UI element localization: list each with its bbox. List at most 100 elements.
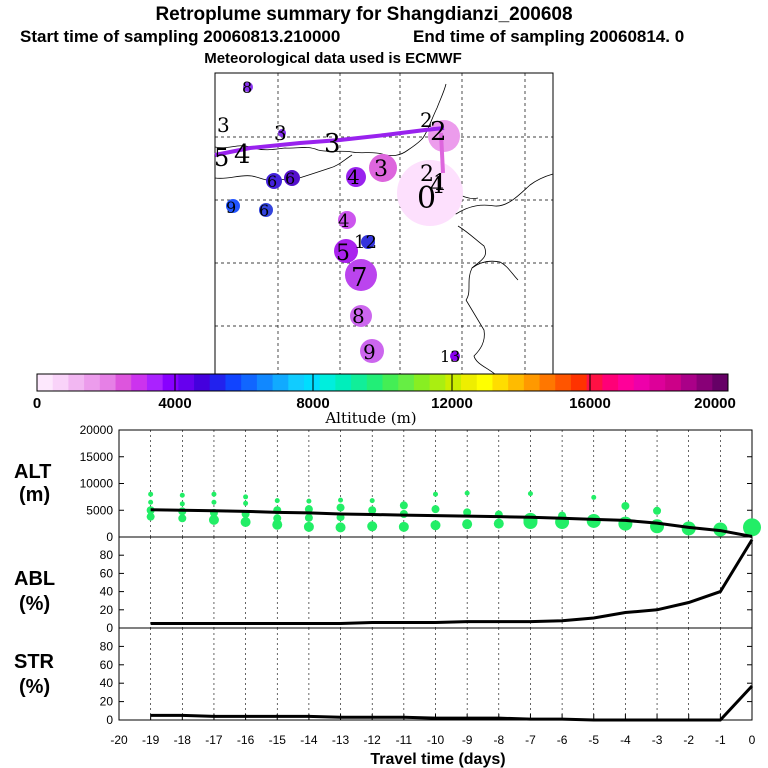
- y-tick-label: 0: [106, 713, 113, 727]
- start-time-text: Start time of sampling 20060813.210000: [20, 27, 340, 46]
- colorbar-swatch: [665, 374, 682, 391]
- map-label: 4: [234, 140, 251, 170]
- alt-scatter-point: [368, 506, 377, 515]
- colorbar-tick: 4000: [158, 395, 191, 412]
- map-label: 5: [336, 241, 350, 266]
- x-tick-label: -18: [174, 733, 192, 747]
- alt-scatter-point: [336, 503, 345, 512]
- trajectory-drop: [439, 132, 445, 174]
- map-label: 8: [242, 78, 252, 97]
- plume-circle-13: [226, 199, 240, 213]
- alt-scatter-point: [243, 494, 249, 500]
- alt-series-line: [150, 508, 753, 538]
- alt-scatter-point: [304, 505, 313, 514]
- coastline-south: [465, 299, 497, 376]
- x-tick-label: -13: [332, 733, 350, 747]
- map-label: 6: [267, 172, 277, 191]
- plume-circle-12: [284, 170, 300, 186]
- x-tick-label: -20: [110, 733, 128, 747]
- colorbar-swatch: [272, 374, 289, 391]
- plume-circle-9: [360, 339, 384, 363]
- colorbar-swatch: [366, 374, 383, 391]
- alt-scatter-point: [146, 512, 155, 521]
- colorbar-swatch: [445, 374, 462, 391]
- map-label: 4: [347, 165, 360, 189]
- alt-scatter-point: [179, 492, 185, 498]
- alt-scatter-point: [431, 505, 440, 514]
- alt-scatter-point: [367, 521, 378, 532]
- map-label: 12: [354, 232, 377, 253]
- plume-circle-5: [334, 239, 358, 263]
- plume-circle-6: [361, 235, 375, 249]
- colorbar-swatch: [68, 374, 85, 391]
- time-series-panels: 0 5000 10000 15000 20000 0 20 40 60 80 0 20 40 60 80 -2…: [80, 423, 761, 747]
- alt-scatter-point: [272, 519, 283, 530]
- colorbar-swatch: [413, 374, 431, 391]
- x-axis-label: Travel time (days): [370, 751, 505, 768]
- colorbar-swatch: [492, 374, 509, 391]
- colorbar-swatch: [555, 374, 572, 391]
- x-tick-label: -16: [237, 733, 255, 747]
- colorbar-tick: 20000: [694, 395, 736, 412]
- colorbar-swatch: [241, 374, 258, 391]
- colorbar-swatch: [115, 374, 132, 391]
- plume-circle-15: [243, 82, 253, 92]
- colorbar-swatch: [570, 374, 588, 391]
- map-label: 0: [417, 181, 436, 216]
- colorbar-swatch: [586, 374, 603, 391]
- y-tick-label: 80: [100, 548, 114, 562]
- map-label: 2: [420, 108, 433, 132]
- map-label: 3: [324, 129, 341, 159]
- met-data-text: Meteorological data used is ECMWF: [204, 50, 462, 67]
- map-labels: 3 5 4 3 3 2 2 2 1 0 4 4 8 3 6 6 9 6 12 5…: [214, 78, 460, 366]
- plume-circle-4: [338, 211, 356, 229]
- alt-scatter-point: [369, 498, 375, 504]
- x-tick-label: -5: [588, 733, 599, 747]
- alt-scatter-point: [243, 500, 249, 506]
- x-tick-label: -6: [557, 733, 568, 747]
- colorbar-swatch: [37, 374, 54, 391]
- alt-scatter-point: [338, 497, 344, 503]
- colorbar-frame: [36, 373, 729, 392]
- colorbar-swatch: [99, 374, 117, 391]
- colorbar-swatch: [131, 374, 148, 391]
- colorbar-swatch: [461, 374, 478, 391]
- coastline-bay: [420, 83, 447, 141]
- x-tick-label: -12: [364, 733, 382, 747]
- alt-scatter-point: [398, 521, 409, 532]
- map-label: 9: [226, 198, 236, 217]
- x-tick-label: -14: [300, 733, 318, 747]
- abl-unit: (%): [19, 593, 50, 615]
- y-tick-label: 40: [100, 585, 114, 599]
- y-tick-label: 5000: [86, 503, 113, 517]
- plume-circle-3: [346, 167, 366, 187]
- alt-scatter-point: [591, 494, 597, 500]
- plume-circle-16: [278, 129, 286, 137]
- alt-scatter-point: [240, 517, 251, 528]
- alt-scatter-point: [335, 522, 346, 533]
- colorbar-swatch: [523, 374, 541, 391]
- y-tick-label: 10000: [80, 477, 114, 491]
- end-time-text: End time of sampling 20060814. 0: [413, 27, 684, 46]
- map-label: 6: [259, 201, 269, 220]
- map-label: 2: [430, 117, 447, 147]
- alt-scatter-point: [463, 508, 472, 517]
- y-tick-label: 20000: [80, 423, 114, 437]
- abl-label: ABL: [14, 568, 55, 590]
- map-label: 9: [363, 340, 376, 364]
- colorbar-swatch: [398, 374, 415, 391]
- colorbar-ticks: 0 4000 8000 12000 16000 20000: [33, 395, 736, 412]
- alt-scatter-point: [303, 521, 314, 532]
- alt-scatter-point: [743, 518, 761, 537]
- map-label: 3: [374, 157, 388, 182]
- x-tick-label: -1: [715, 733, 726, 747]
- x-tick-label: -8: [493, 733, 504, 747]
- alt-unit: (m): [19, 484, 50, 506]
- colorbar-swatch: [256, 374, 274, 391]
- map-label: 13: [440, 347, 460, 366]
- y-tick-label: 20: [100, 603, 114, 617]
- plume-circle-7: [345, 259, 377, 291]
- y-tick-label: 0: [106, 621, 113, 635]
- alt-scatter-point: [399, 501, 408, 510]
- y-tick-label: 15000: [80, 450, 114, 464]
